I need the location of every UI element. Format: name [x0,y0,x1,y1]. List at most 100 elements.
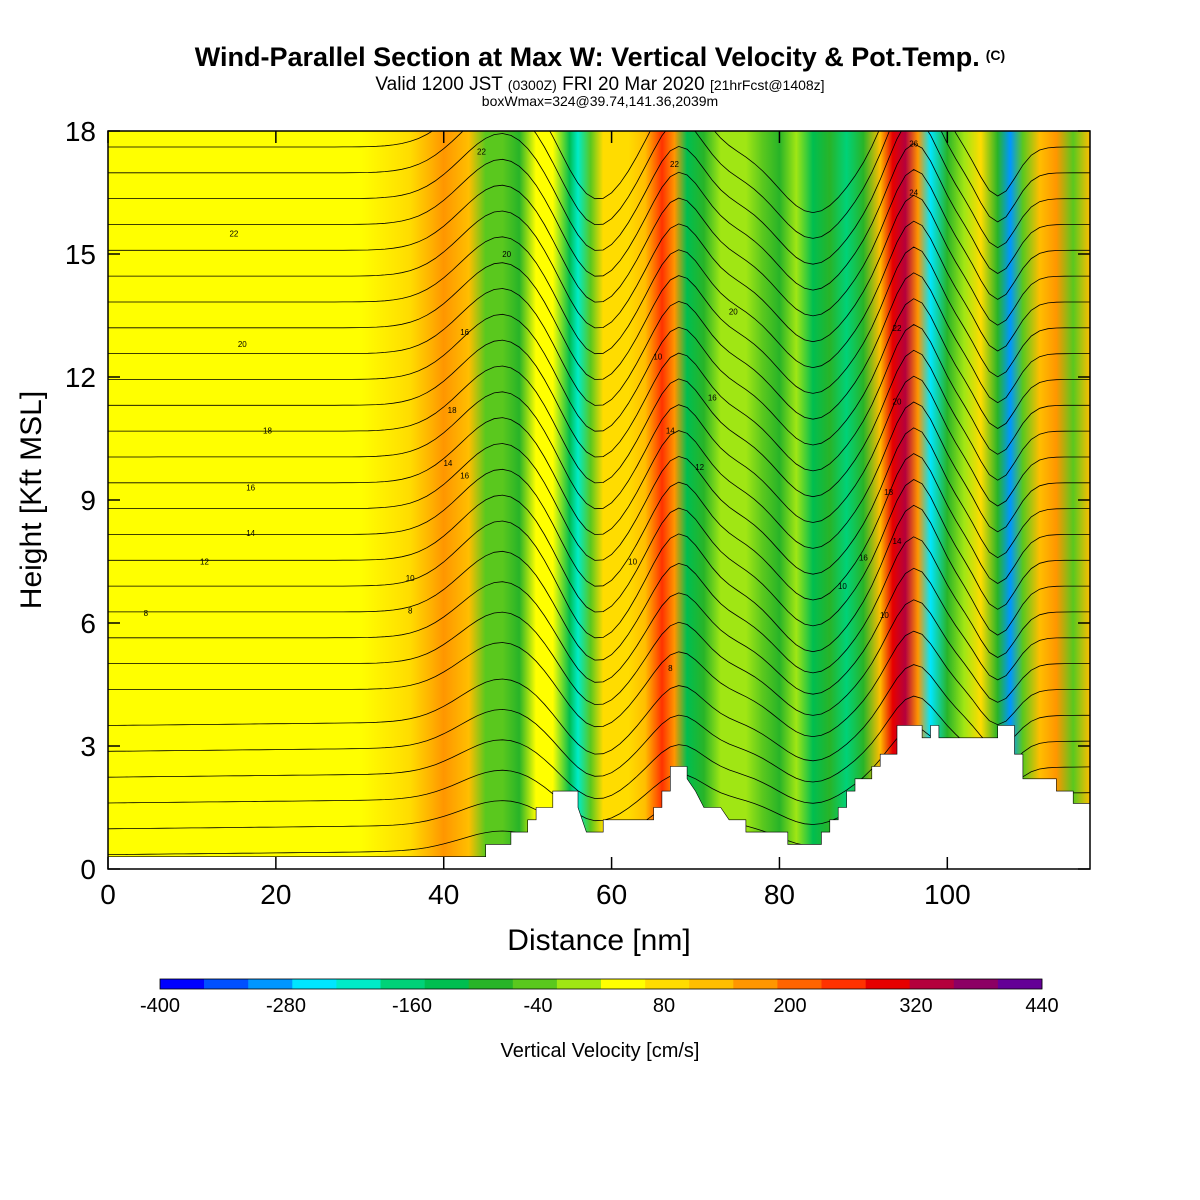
colorbar-tick-label: 80 [653,995,675,1017]
theta-contour-label: 22 [229,230,238,239]
colorbar-frame [159,978,1043,990]
colorbar-swatch [821,979,866,989]
colorbar-tick-label: -40 [524,995,553,1017]
valid-time-pre: Valid 1200 JST [375,74,503,95]
colorbar-swatch [292,979,337,989]
terrain [108,725,1090,869]
colorbar-swatch [733,979,778,989]
colorbar-swatch [601,979,646,989]
x-tick-label: 20 [260,879,291,910]
theta-contour-line [108,401,1090,549]
x-tick-label: 40 [428,879,459,910]
chart-title-text: Wind-Parallel Section at Max W: Vertical… [194,42,980,72]
theta-contour-label: 20 [502,250,511,259]
theta-contour-label: 14 [443,459,452,468]
theta-contour-label: 10 [838,582,847,591]
colorbar-swatch [777,979,822,989]
theta-contour-label: 18 [263,426,272,435]
theta-contour-label: 10 [653,353,662,362]
theta-contour-label: 20 [238,340,247,349]
theta-contour-label: 22 [670,160,679,169]
copyright-mark: (C) [985,47,1006,63]
colorbar-swatch [556,979,602,989]
y-tick-label: 15 [65,239,96,270]
theta-contour-line [108,599,1090,716]
theta-contour-line [108,143,1090,291]
y-tick-label: 12 [65,362,96,393]
theta-contour-line [108,131,1090,214]
colorbar-tick-label: 200 [773,995,806,1017]
plot-area: 8 12 14 16 18 20 22 8 10 14 16 18 16 22 20 8 10 10 14 12 16 2… [108,131,1090,869]
x-tick-label: 100 [924,879,971,910]
theta-contour-labels: 8 12 14 16 18 20 22 8 10 14 16 18 16 22 20 8 10 10 14 12 16 2… [144,139,919,673]
theta-contour-label: 14 [666,426,675,435]
colorbar-tick-label: -400 [140,995,180,1017]
valid-time: Valid 1200 JST (0300Z) FRI 20 Mar 2020 [… [0,74,1200,96]
theta-contour-label: 20 [729,307,738,316]
x-tick-label: 0 [100,879,116,910]
theta-contour-line [108,427,1090,575]
theta-contour-label: 8 [408,607,413,616]
theta-contour-label: 16 [460,328,469,337]
theta-contour-label: 12 [695,463,704,472]
theta-contour-line [108,246,1090,394]
theta-contour-line [108,220,1090,369]
theta-contour-label: 14 [246,529,255,538]
box-info: boxWmax=324@39.74,141.36,2039m [481,93,719,109]
chart-title: Wind-Parallel Section at Max W: Vertical… [0,42,1200,73]
colorbar-tick-label: 440 [1025,995,1058,1017]
x-tick-label: 80 [764,879,795,910]
theta-contour-line [108,375,1090,523]
theta-contour-line [108,695,1090,783]
theta-contour-line [108,298,1090,446]
theta-contour-label: 22 [477,148,486,157]
colorbar-swatch [160,979,205,989]
theta-contour-label: 8 [668,664,673,673]
theta-contour-line [108,169,1090,317]
colorbar-swatch [380,979,425,989]
y-tick-label: 9 [80,485,96,516]
theta-contour-label: 16 [708,394,717,403]
theta-contour-label: 26 [909,139,918,148]
theta-contour-line [108,479,1090,627]
theta-contour-line [108,272,1090,420]
theta-contour-line [108,131,1090,265]
colorbar-swatch [953,979,999,989]
theta-contour-label: 16 [460,471,469,480]
theta-contour-line [108,194,1090,343]
theta-contour-label: 12 [200,558,209,567]
theta-contour-label: 18 [448,406,457,415]
x-tick-label: 60 [596,879,627,910]
colorbar-swatch [204,979,249,989]
valid-time-date: FRI 20 Mar 2020 [562,74,705,95]
y-tick-label: 18 [65,116,96,147]
theta-contour-label: 10 [406,574,415,583]
y-tick-label: 3 [80,731,96,762]
theta-contour-label: 8 [144,609,149,618]
colorbar-swatch [248,979,293,989]
theta-contour-label: 22 [893,324,902,333]
colorbar-swatch [645,979,690,989]
theta-contour-line [108,567,1090,695]
y-tick-label: 0 [80,854,96,885]
colorbar-swatch [512,979,558,989]
theta-contour-line [108,349,1090,498]
theta-contour-label: 20 [893,398,902,407]
colorbar-swatch [909,979,955,989]
theta-contour-line [108,504,1090,653]
colorbar: -400 -280 -160 -40 80 200 320 440 [140,978,1059,1017]
theta-contour-line [108,453,1090,601]
theta-contour-line [108,630,1090,738]
theta-contour-line [108,536,1090,674]
colorbar-swatch [336,979,381,989]
theta-contour-label: 16 [859,553,868,562]
x-axis-label: Distance [nm] [507,924,690,957]
theta-contour-label: 14 [893,537,902,546]
colorbar-label: Vertical Velocity [cm/s] [501,1040,700,1062]
colorbar-swatch [997,979,1043,989]
theta-contour-label: 16 [246,484,255,493]
theta-contour-label: 10 [628,558,637,567]
colorbar-tick-label: -160 [392,995,432,1017]
colorbar-swatch [865,979,910,989]
